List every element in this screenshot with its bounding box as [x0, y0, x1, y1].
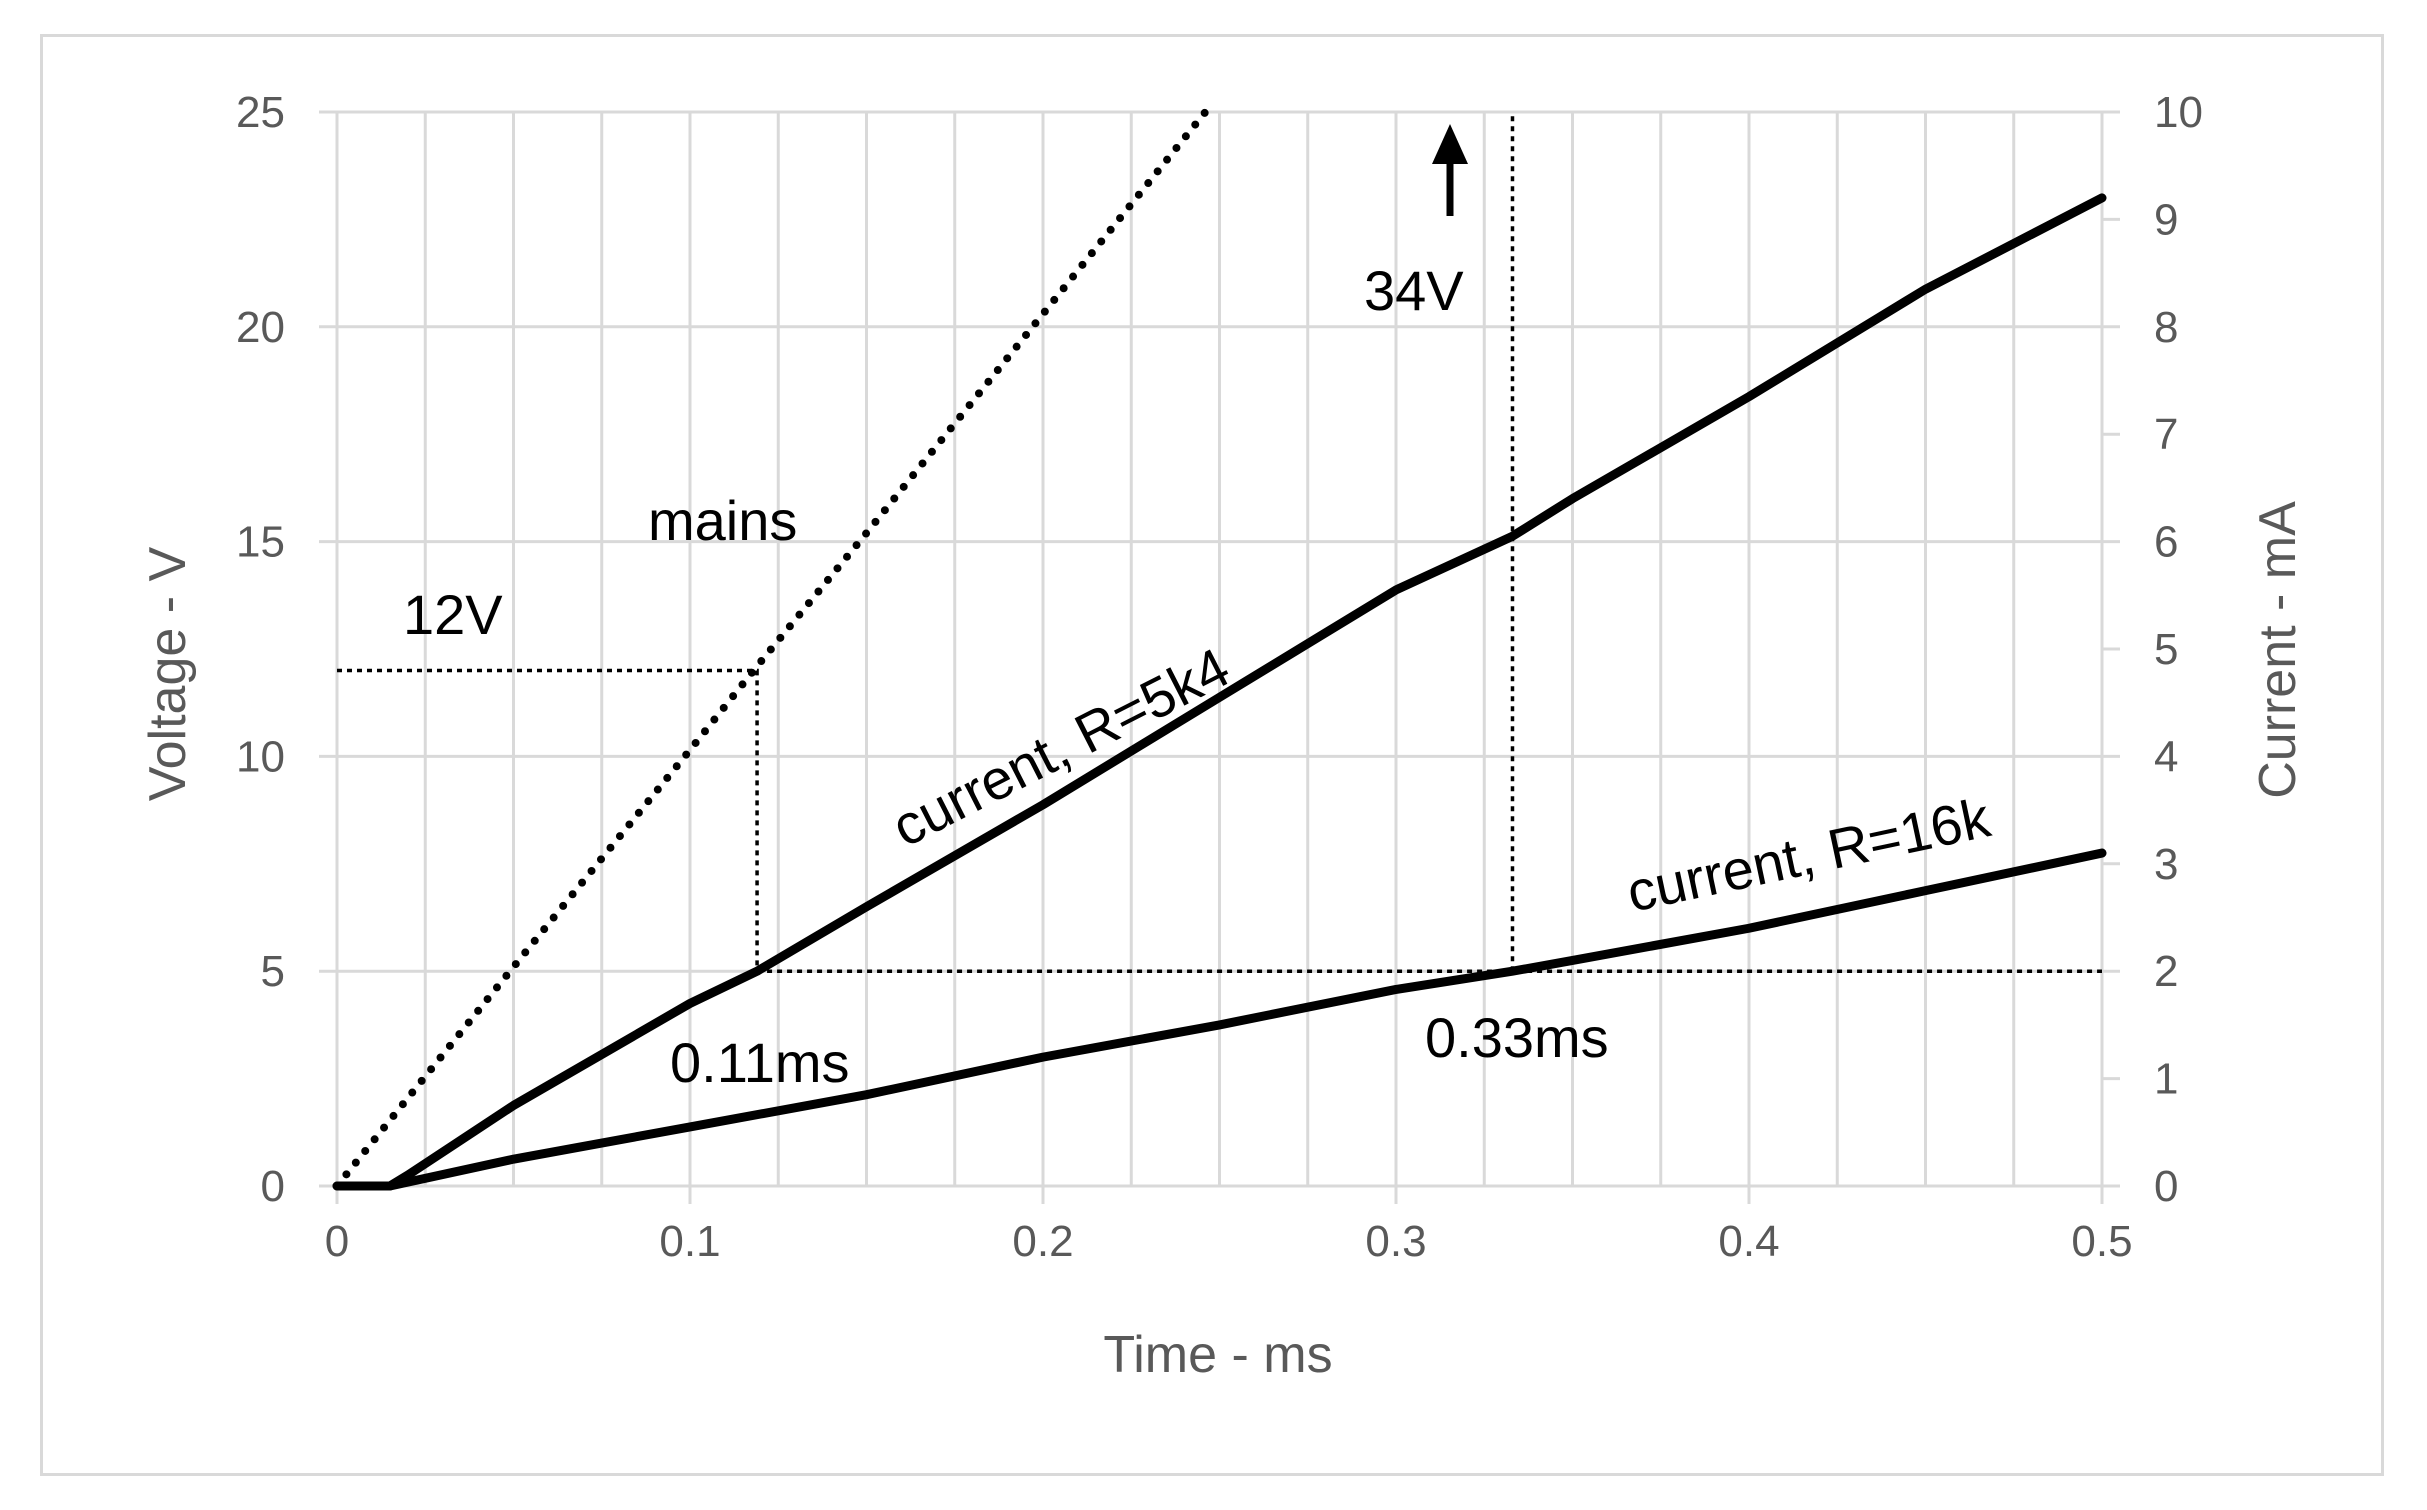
- annotation-34v: 34V: [1364, 259, 1464, 322]
- reference-lines: [337, 112, 2102, 973]
- x-tick-label: 0.1: [659, 1217, 720, 1266]
- y2-tick-label: 5: [2154, 625, 2178, 674]
- x-tick-label: 0.5: [2071, 1217, 2132, 1266]
- y-tick-label: 5: [261, 947, 285, 996]
- y2-tick-label: 9: [2154, 195, 2178, 244]
- reference-line: [337, 668, 759, 972]
- y2-tick-label: 1: [2154, 1055, 2178, 1104]
- series-line-0: [333, 108, 1210, 1190]
- y2-tick-label: 4: [2154, 732, 2178, 781]
- series-line-2: [332, 848, 2107, 1191]
- y-tick-label: 25: [236, 88, 285, 137]
- x-tick-label: 0.3: [1365, 1217, 1426, 1266]
- y2-tick-label: 0: [2154, 1162, 2178, 1211]
- y-tick-label: 20: [236, 303, 285, 352]
- gridlines: [319, 110, 2120, 1204]
- y2-tick-label: 7: [2154, 410, 2178, 459]
- y2-axis-title: Current - mA: [2249, 501, 2307, 799]
- series-layer: [332, 108, 2107, 1191]
- arrow-up-icon: [1432, 124, 1468, 216]
- y-axis-title: Voltage - V: [139, 546, 197, 801]
- annotation-mains: mains: [648, 489, 797, 552]
- annotation-12v: 12V: [403, 583, 503, 646]
- y-tick-label: 15: [236, 518, 285, 567]
- series-label-r5k4: current, R=5k4: [882, 635, 1239, 859]
- annotation-0-33ms: 0.33ms: [1425, 1006, 1609, 1069]
- y-tick-label: 0: [261, 1162, 285, 1211]
- y-tick-label: 10: [236, 732, 285, 781]
- y2-tick-label: 3: [2154, 840, 2178, 889]
- x-tick-label: 0.4: [1718, 1217, 1779, 1266]
- x-axis-title: Time - ms: [1103, 1326, 1332, 1384]
- x-tick-label: 0.2: [1012, 1217, 1073, 1266]
- series-label-r16k: current, R=16k: [1621, 785, 1996, 924]
- y2-tick-label: 2: [2154, 947, 2178, 996]
- x-tick-label: 0: [325, 1217, 349, 1266]
- y2-tick-label: 8: [2154, 303, 2178, 352]
- series-line-1: [332, 193, 2107, 1191]
- tick-labels: 0 0.1 0.2 0.3 0.4 0.5 0 5 10 15 20 25 0 1 2 3 4 5 6 7 8 9 10: [236, 88, 2203, 1266]
- y2-tick-label: 10: [2154, 88, 2203, 137]
- annotation-0-11ms: 0.11ms: [670, 1031, 849, 1094]
- y2-tick-label: 6: [2154, 518, 2178, 567]
